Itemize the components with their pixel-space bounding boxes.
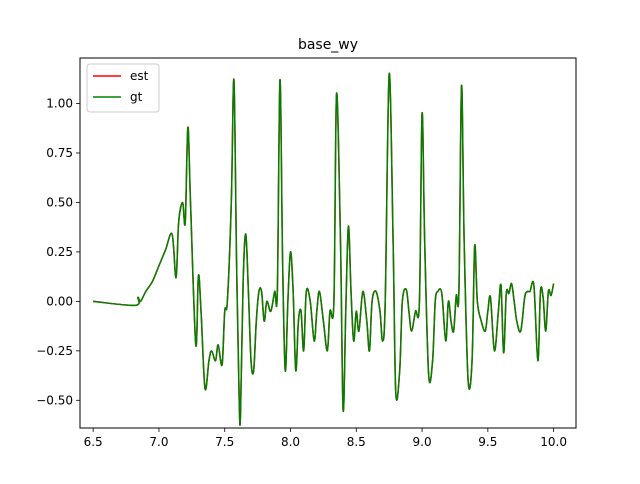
y-tick-label: 0.75 <box>46 146 73 160</box>
y-tick-label: 1.00 <box>46 97 73 111</box>
x-tick-label: 9.5 <box>478 435 497 449</box>
x-tick-label: 10.0 <box>540 435 567 449</box>
legend-label-est: est <box>130 69 149 83</box>
series-layer <box>93 72 555 426</box>
legend: est gt <box>86 63 160 113</box>
x-tick-label: 9.0 <box>413 435 432 449</box>
y-tick-label: −0.25 <box>36 344 73 358</box>
x-tick-label: 7.0 <box>149 435 168 449</box>
x-tick-label: 6.5 <box>84 435 103 449</box>
y-tick-label: 0.25 <box>46 245 73 259</box>
y-axis: −0.50 −0.25 0.00 0.25 0.50 0.75 1.00 <box>36 97 80 407</box>
chart-title: base_wy <box>298 37 358 53</box>
x-tick-label: 8.0 <box>281 435 300 449</box>
x-tick-label: 8.5 <box>347 435 366 449</box>
x-tick-label: 7.5 <box>215 435 234 449</box>
x-axis: 6.5 7.0 7.5 8.0 8.5 9.0 9.5 10.0 <box>84 428 567 449</box>
series-line-gt <box>93 72 555 426</box>
y-tick-label: 0.00 <box>46 294 73 308</box>
legend-label-gt: gt <box>130 90 143 104</box>
y-tick-label: 0.50 <box>46 195 73 209</box>
y-tick-label: −0.50 <box>36 393 73 407</box>
plot-frame <box>79 57 577 429</box>
